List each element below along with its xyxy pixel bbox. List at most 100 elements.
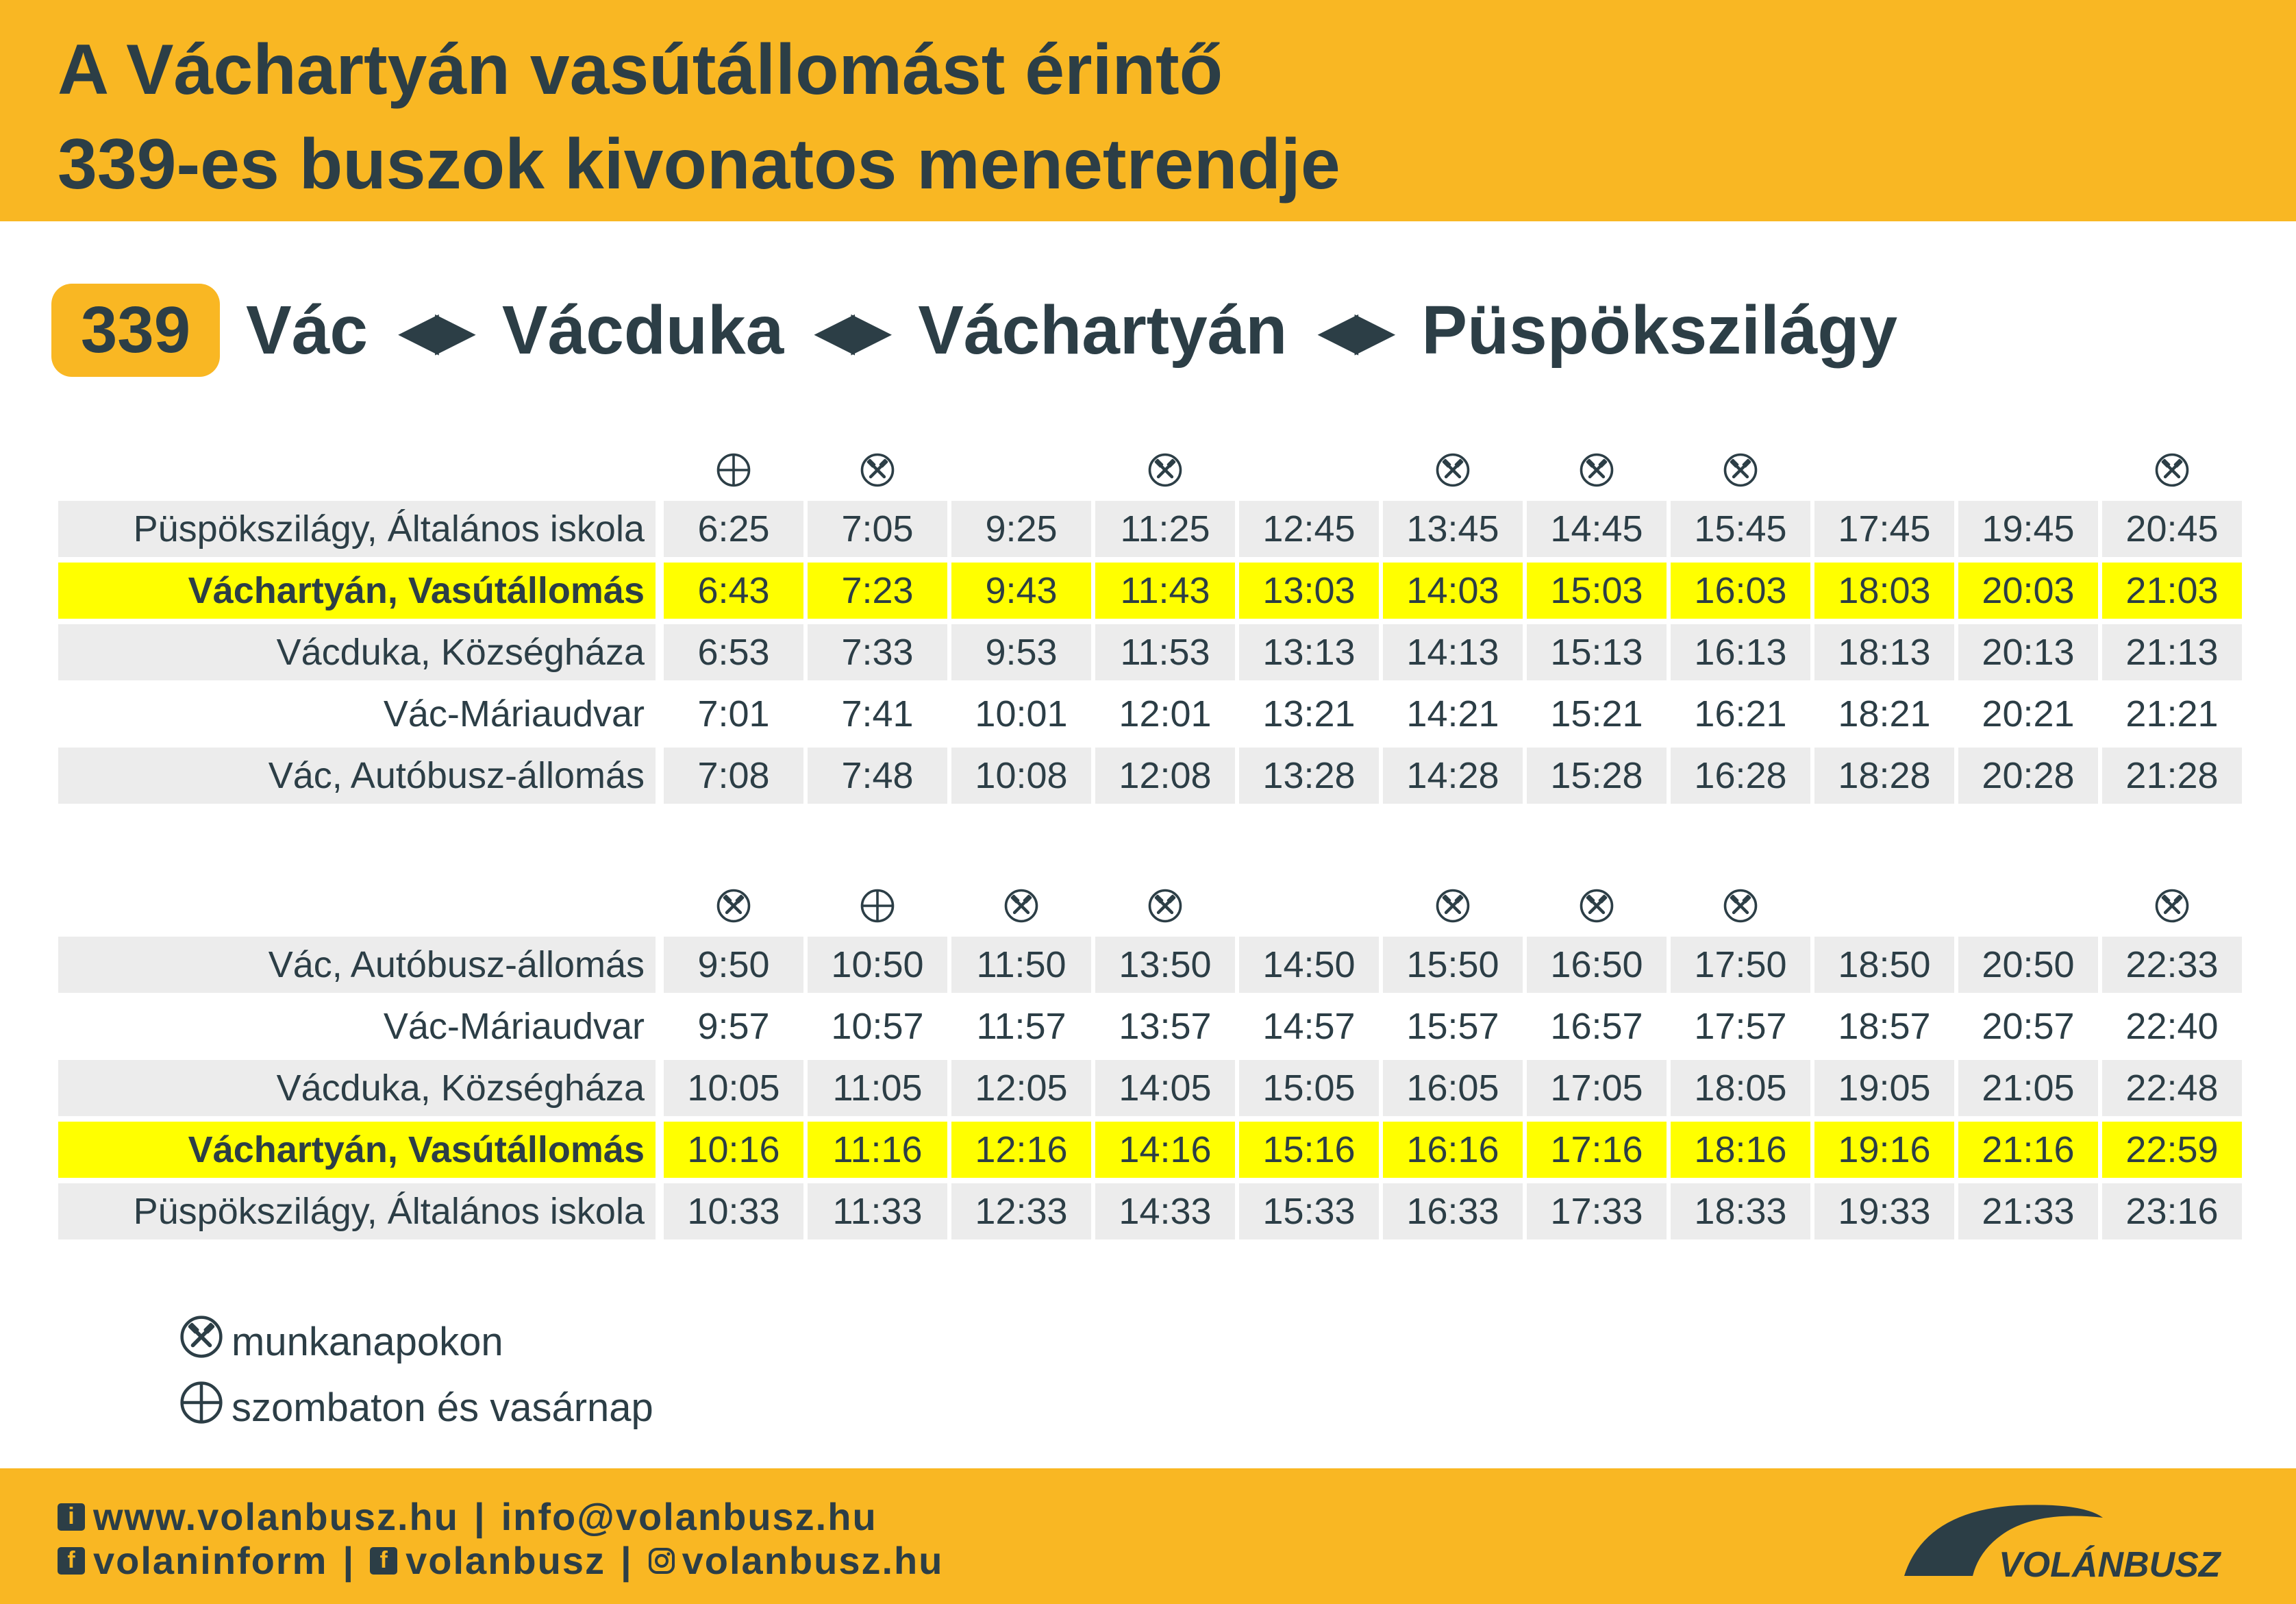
website-link[interactable]: www.volanbusz.hu	[93, 1495, 459, 1538]
empty-icon-slot	[951, 439, 1091, 501]
departure-time-cell: 21:13	[2102, 624, 2242, 680]
departure-time-cell: 9:25	[951, 501, 1091, 557]
instagram-icon	[648, 1547, 675, 1575]
stop-name-cell: Vác-Máriaudvar	[58, 686, 656, 742]
departure-time-cell: 9:43	[951, 563, 1091, 619]
departure-time-cell: 17:16	[1527, 1122, 1667, 1178]
departure-time-cell: 15:03	[1527, 563, 1667, 619]
departure-time-cell: 10:57	[831, 1006, 924, 1047]
departure-time-cell: 19:33	[1814, 1183, 1954, 1239]
departure-time-cell: 11:50	[951, 937, 1091, 993]
departure-time-cell: 21:03	[2102, 563, 2242, 619]
departure-time-cell: 18:21	[1838, 693, 1931, 735]
empty-icon-slot	[1814, 875, 1954, 937]
stop-name-cell: Váchartyán, Vasútállomás	[58, 1122, 656, 1178]
departure-time-cell: 11:25	[1095, 501, 1235, 557]
email-link[interactable]: info@volanbusz.hu	[501, 1495, 877, 1538]
stop-name: Püspökszilágy, Általános iskola	[133, 1191, 645, 1232]
departure-time-cell: 20:03	[1958, 563, 2098, 619]
footer-divider: |	[620, 1539, 633, 1582]
stop-name: Vác-Máriaudvar	[383, 693, 645, 735]
departure-time-cell: 21:16	[1958, 1122, 2098, 1178]
hammers-icon	[2102, 439, 2242, 501]
departure-time-cell: 22:59	[2102, 1122, 2242, 1178]
departure-time-cell: 7:33	[808, 624, 947, 680]
departure-time-cell: 17:45	[1814, 501, 1954, 557]
stop-name-cell: Váchartyán, Vasútállomás	[58, 563, 656, 619]
table-row: Vácduka, Községháza 10:05 11:05 12:05 14:05 1…	[0, 1060, 2296, 1122]
route-stop: Vácduka	[501, 291, 784, 369]
header-banner: A Váchartyán vasútállomást érintő 339-es…	[0, 0, 2296, 221]
empty-icon-slot	[1239, 439, 1379, 501]
departure-time-cell: 7:41	[841, 693, 914, 735]
departure-time-cell: 15:33	[1239, 1183, 1379, 1239]
departure-time-cell: 13:57	[1119, 1006, 1212, 1047]
stop-name: Vác-Máriaudvar	[383, 1006, 645, 1047]
volanbusz-logo: VOLÁNBUSZ	[1897, 1490, 2240, 1586]
instagram-link[interactable]: volanbusz.hu	[682, 1539, 944, 1582]
hammers-icon	[1527, 875, 1667, 937]
stop-name-cell: Vácduka, Községháza	[58, 1060, 656, 1116]
departure-time-cell: 15:13	[1527, 624, 1667, 680]
departure-time-cell: 21:21	[2125, 693, 2219, 735]
hammers-icon	[1383, 875, 1523, 937]
departure-time-cell: 15:16	[1239, 1122, 1379, 1178]
departure-time-cell: 16:33	[1383, 1183, 1523, 1239]
departure-time-cell: 11:57	[976, 1006, 1066, 1047]
facebook-link-volanbusz[interactable]: volanbusz	[405, 1539, 606, 1582]
departure-time-cell: 21:28	[2102, 748, 2242, 804]
departure-time-cell: 10:50	[808, 937, 947, 993]
departure-time-cell: 17:05	[1527, 1060, 1667, 1116]
footer-divider: |	[342, 1539, 355, 1582]
hammers-icon	[1095, 439, 1235, 501]
footer-social-line: f volaninform | f volanbusz | volanbusz.…	[58, 1538, 943, 1583]
departure-time-cell: 15:21	[1550, 693, 1643, 735]
departure-time-cell: 20:57	[1982, 1006, 2075, 1047]
stop-name-cell: Vác-Máriaudvar	[58, 998, 656, 1054]
departure-time-cell: 14:05	[1095, 1060, 1235, 1116]
departure-time-cell: 10:08	[951, 748, 1091, 804]
departure-time-cell: 7:23	[808, 563, 947, 619]
stop-name-cell: Vácduka, Községháza	[58, 624, 656, 680]
empty-icon-slot	[1958, 439, 2098, 501]
facebook-link-volaninform[interactable]: volaninform	[93, 1539, 328, 1582]
page-title-line1: A Váchartyán vasútállomást érintő	[58, 30, 1223, 110]
departure-time-cell: 16:28	[1671, 748, 1810, 804]
departure-time-cell: 20:13	[1958, 624, 2098, 680]
bidirectional-arrow-icon: ◀▶	[814, 299, 892, 360]
table-row: Vác, Autóbusz-állomás 7:08 7:48 10:08 12:08 1…	[0, 748, 2296, 809]
departure-time-cell: 9:53	[951, 624, 1091, 680]
departure-time-cell: 18:05	[1671, 1060, 1810, 1116]
departure-time-cell: 14:57	[1262, 1006, 1356, 1047]
bidirectional-arrow-icon: ◀▶	[1317, 299, 1395, 360]
departure-time-cell: 14:03	[1383, 563, 1523, 619]
departure-time-cell: 10:33	[664, 1183, 803, 1239]
departure-time-cell: 14:50	[1239, 937, 1379, 993]
stop-name-cell: Püspökszilágy, Általános iskola	[58, 501, 656, 557]
hammers-icon	[2102, 875, 2242, 937]
departure-time-cell: 17:57	[1694, 1006, 1787, 1047]
bidirectional-arrow-icon: ◀▶	[397, 299, 476, 360]
departure-time-cell: 20:21	[1982, 693, 2075, 735]
departure-time-cell: 15:05	[1239, 1060, 1379, 1116]
departure-time-cell: 12:01	[1119, 693, 1212, 735]
hammers-icon	[1527, 439, 1667, 501]
hammers-icon	[1671, 875, 1810, 937]
hammers-icon	[1671, 439, 1810, 501]
timetable-inbound: Vác, Autóbusz-állomás 9:50 10:50 11:50 13:50…	[0, 875, 2296, 1245]
stop-name: Püspökszilágy, Általános iskola	[133, 508, 645, 550]
departure-time-cell: 11:16	[808, 1122, 947, 1178]
table-row: Vácduka, Községháza 6:53 7:33 9:53 11:53 13:1…	[0, 624, 2296, 686]
departure-time-cell: 10:01	[975, 693, 1068, 735]
departure-time-cell: 18:33	[1671, 1183, 1810, 1239]
hammers-icon	[1095, 875, 1235, 937]
info-icon: i	[58, 1503, 85, 1531]
footer-contact-line: i www.volanbusz.hu | info@volanbusz.hu	[58, 1494, 877, 1539]
departure-time-cell: 17:33	[1527, 1183, 1667, 1239]
departure-time-cell: 20:50	[1958, 937, 2098, 993]
footer-divider: |	[473, 1495, 486, 1538]
departure-time-cell: 22:40	[2125, 1006, 2219, 1047]
departure-time-cell: 16:03	[1671, 563, 1810, 619]
route-heading: 339 Vác ◀▶ Vácduka ◀▶ Váchartyán ◀▶ Püsp…	[51, 284, 1897, 377]
crosshair-circle-icon	[178, 1379, 232, 1435]
